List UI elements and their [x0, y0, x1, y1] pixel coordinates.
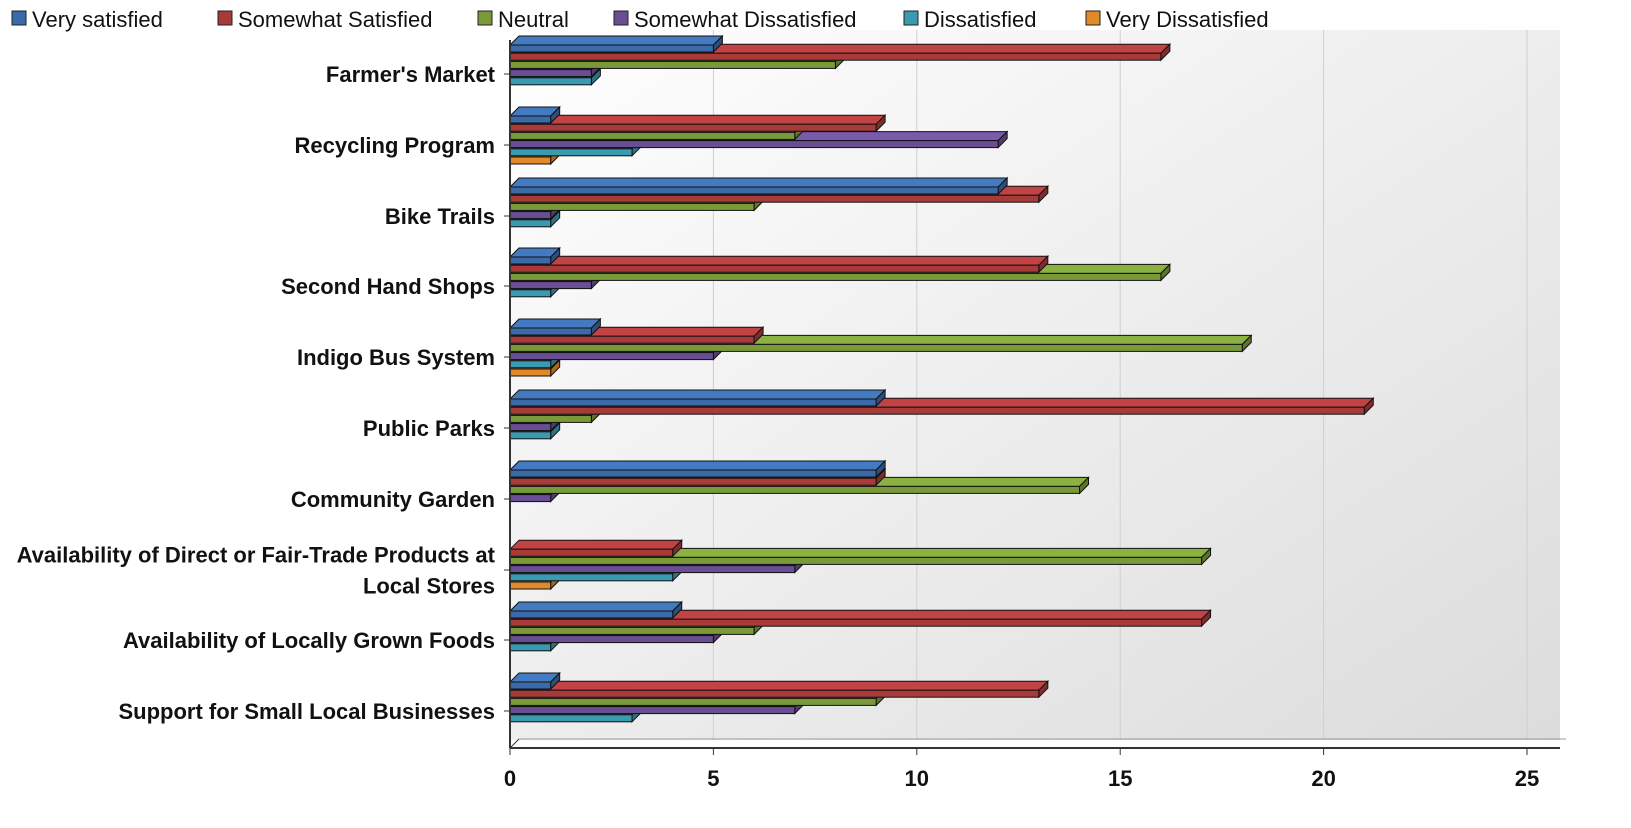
x-tick-label: 20 — [1311, 766, 1335, 791]
legend-label: Very satisfied — [32, 7, 163, 32]
legend-item: Very satisfied — [11, 7, 163, 32]
axes — [504, 40, 1566, 755]
bar — [508, 105, 561, 125]
bars — [508, 34, 1375, 724]
category-bar-group — [508, 246, 1172, 299]
bar — [508, 254, 1050, 274]
x-tick-label: 5 — [707, 766, 719, 791]
legend-label: Somewhat Satisfied — [238, 7, 432, 32]
x-tick-label: 10 — [905, 766, 929, 791]
bar — [508, 317, 602, 337]
category-label: Support for Small Local Businesses — [118, 699, 495, 724]
x-tick-label: 0 — [504, 766, 516, 791]
bar — [508, 246, 561, 266]
bar — [508, 113, 887, 133]
x-tick-labels: 0 5 10 15 20 25 — [504, 766, 1539, 791]
legend-label: Somewhat Dissatisfied — [634, 7, 857, 32]
category-bar-group — [508, 388, 1375, 441]
legend-label: Very Dissatisfied — [1106, 7, 1269, 32]
category-label: Local Stores — [363, 574, 495, 599]
category-label: Public Parks — [363, 416, 495, 441]
legend-item: Neutral — [477, 7, 569, 32]
category-label: Availability of Locally Grown Foods — [123, 628, 495, 653]
legend-label: Neutral — [498, 7, 569, 32]
x-tick-label: 15 — [1108, 766, 1132, 791]
category-bar-group — [508, 176, 1050, 229]
legend-swatch — [477, 10, 493, 26]
bar — [508, 538, 683, 558]
category-label: Farmer's Market — [326, 62, 496, 87]
legend: Very satisfied Somewhat Satisfied Neutral S… — [11, 7, 1269, 32]
legend-item: Somewhat Satisfied — [217, 7, 432, 32]
bar — [508, 388, 887, 408]
category-bar-group — [508, 538, 1212, 591]
legend-swatch — [11, 10, 27, 26]
category-labels: Farmer's Market Recycling Program Bike Tra… — [17, 62, 496, 724]
category-bar-group — [508, 600, 1212, 653]
bar — [508, 176, 1009, 196]
bar — [508, 671, 561, 691]
category-label: Recycling Program — [294, 133, 495, 158]
legend-swatch — [217, 10, 233, 26]
legend-label: Dissatisfied — [924, 7, 1036, 32]
bar — [508, 600, 683, 620]
bar — [508, 459, 887, 479]
category-bar-group — [508, 459, 1090, 503]
x-tick-label: 25 — [1515, 766, 1539, 791]
legend-item: Dissatisfied — [903, 7, 1036, 32]
category-bar-group — [508, 34, 1172, 87]
category-label: Bike Trails — [385, 204, 495, 229]
legend-swatch — [903, 10, 919, 26]
legend-item: Somewhat Dissatisfied — [613, 7, 857, 32]
category-label: Availability of Direct or Fair-Trade Pro… — [17, 543, 496, 568]
legend-swatch — [1085, 10, 1101, 26]
category-label: Second Hand Shops — [281, 274, 495, 299]
category-label: Indigo Bus System — [297, 345, 495, 370]
legend-item: Very Dissatisfied — [1085, 7, 1269, 32]
legend-swatch — [613, 10, 629, 26]
bar — [508, 34, 724, 54]
bar — [508, 679, 1050, 699]
category-bar-group — [508, 671, 1050, 724]
bar — [508, 547, 1212, 566]
category-label: Community Garden — [291, 487, 495, 512]
